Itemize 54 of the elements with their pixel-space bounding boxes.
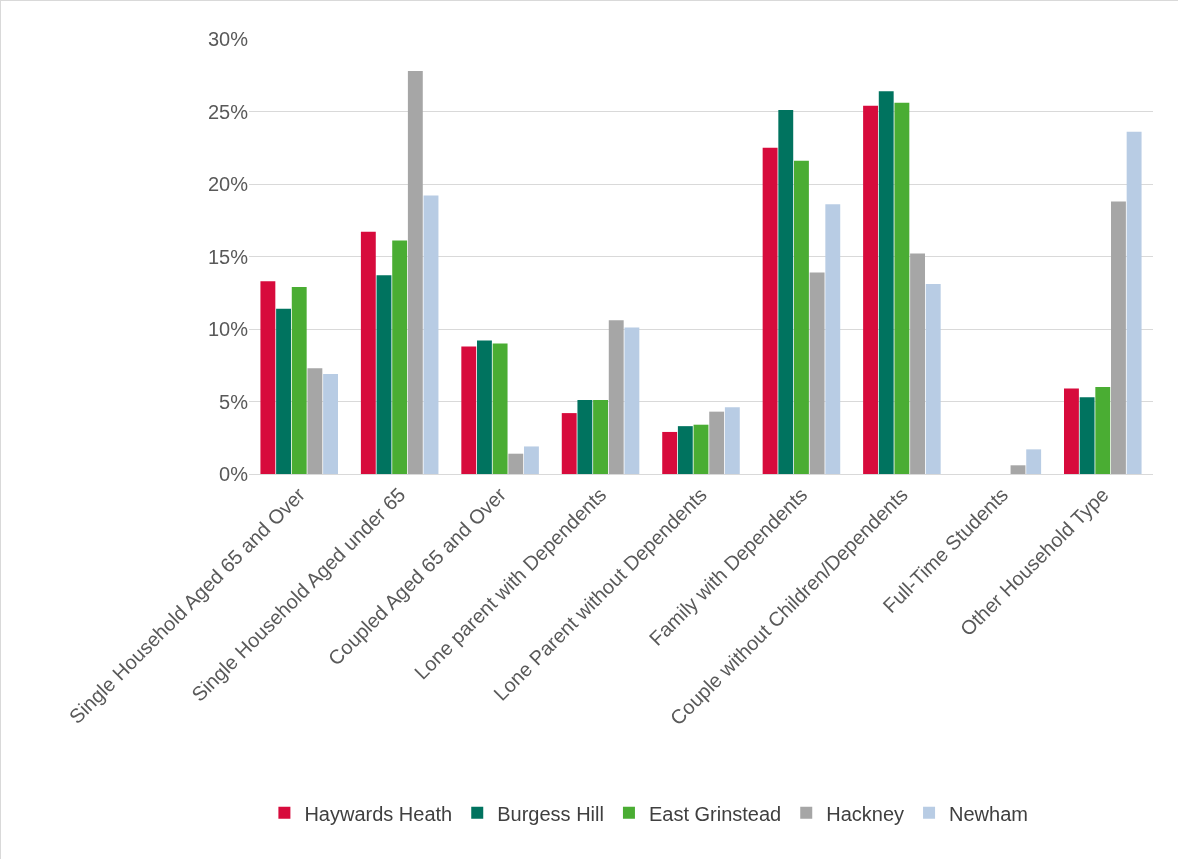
bar	[778, 110, 794, 474]
bar	[709, 411, 725, 474]
bar	[624, 327, 640, 474]
bar	[809, 272, 825, 474]
bar	[593, 400, 608, 474]
bar	[677, 426, 693, 474]
bar	[524, 446, 539, 474]
bar	[461, 346, 477, 474]
bar	[577, 400, 593, 474]
bar	[662, 431, 678, 474]
bar	[260, 281, 276, 474]
legend-label: Haywards Heath	[304, 802, 453, 825]
bar	[1111, 201, 1126, 474]
y-tick-label: 30%	[207, 28, 249, 50]
y-tick-label: 15%	[207, 245, 249, 268]
bar	[376, 275, 392, 474]
bar	[360, 231, 376, 474]
y-tick-label: 5%	[219, 390, 249, 413]
bar	[1010, 465, 1026, 474]
bar	[724, 407, 740, 474]
bar	[561, 413, 577, 474]
bar	[825, 204, 841, 474]
bar	[423, 195, 439, 474]
bar	[1079, 397, 1095, 474]
bar	[1126, 131, 1142, 474]
y-tick-label: 25%	[207, 100, 249, 123]
bar	[276, 308, 291, 474]
bar	[492, 343, 508, 474]
y-tick-label: 20%	[207, 173, 249, 195]
y-tick-label: 10%	[207, 318, 249, 340]
bar	[878, 91, 894, 474]
legend-label: Burgess Hill	[497, 802, 604, 825]
legend-label: Hackney	[826, 802, 905, 825]
bar	[863, 105, 878, 474]
bar	[392, 240, 408, 474]
legend-label: East Grinstead	[648, 802, 782, 825]
y-tick-label: 0%	[219, 463, 249, 485]
bar	[477, 340, 492, 474]
bar	[1026, 449, 1042, 474]
bar	[291, 286, 307, 474]
bar	[762, 147, 778, 474]
bar	[323, 373, 338, 474]
bar	[925, 284, 941, 474]
bar	[794, 160, 809, 474]
legend-label: Newham	[949, 802, 1028, 825]
bar	[508, 453, 524, 474]
bar	[1064, 388, 1079, 474]
bar	[910, 253, 925, 474]
bar	[693, 424, 709, 474]
bar	[894, 102, 910, 474]
bar	[307, 368, 323, 474]
bar	[608, 320, 624, 474]
bar	[1095, 387, 1111, 474]
bar	[407, 70, 423, 474]
